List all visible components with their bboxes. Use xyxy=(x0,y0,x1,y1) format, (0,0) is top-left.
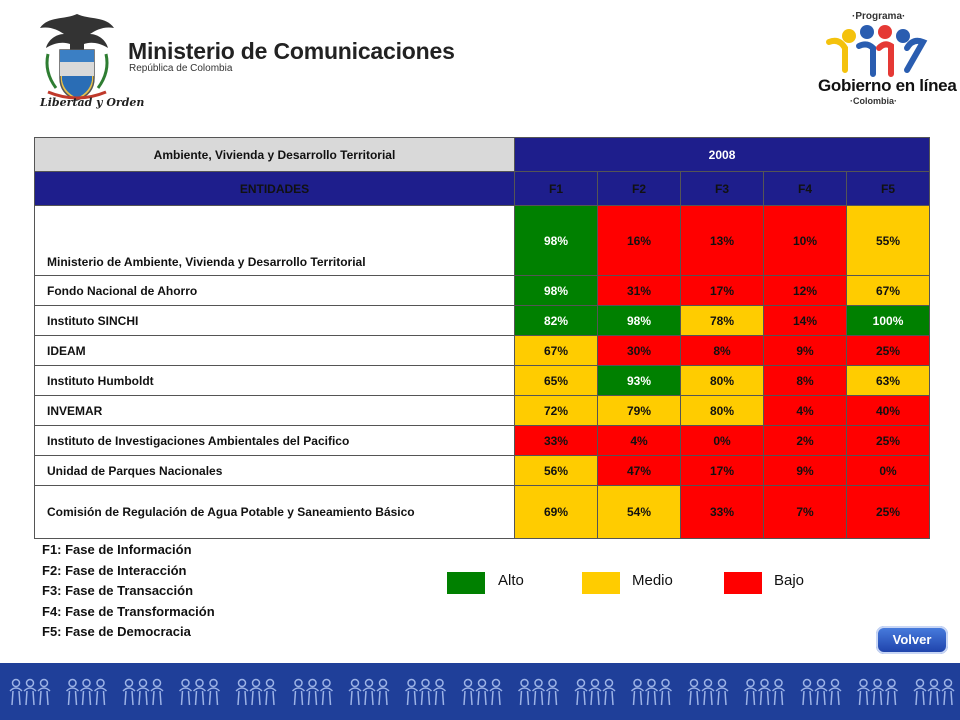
table-row: Comisión de Regulación de Agua Potable y… xyxy=(34,485,931,539)
phase-value-cell: 98% xyxy=(514,275,598,306)
phase-value-cell: 14% xyxy=(763,305,847,336)
coat-of-arms-icon xyxy=(40,14,114,101)
gel-name: Gobierno en línea xyxy=(818,76,957,95)
footer-band xyxy=(0,663,960,720)
phase-value-cell: 79% xyxy=(597,395,681,426)
column-header: F3 xyxy=(680,171,764,206)
phase-value-cell: 100% xyxy=(845,305,931,336)
entity-name: Instituto SINCHI xyxy=(34,305,515,336)
entity-name: Instituto de Investigaciones Ambientales… xyxy=(34,425,515,456)
entity-name: Unidad de Parques Nacionales xyxy=(34,455,515,486)
phase-value-cell: 98% xyxy=(597,305,681,336)
phase-value-cell: 78% xyxy=(680,305,764,336)
phase-value-cell: 33% xyxy=(680,485,764,539)
legend-label-bajo: Bajo xyxy=(774,572,805,589)
phase-value-cell: 55% xyxy=(845,205,931,276)
phase-value-cell: 0% xyxy=(845,455,931,486)
entity-name: IDEAM xyxy=(34,335,515,366)
table-row: Instituto de Investigaciones Ambientales… xyxy=(34,425,931,456)
note-item: F5: Fase de Democracia xyxy=(42,624,191,639)
phase-value-cell: 0% xyxy=(680,425,764,456)
people-pattern-icon xyxy=(9,678,955,706)
legend-swatch-alto xyxy=(447,572,485,594)
phase-value-cell: 13% xyxy=(680,205,764,276)
phase-value-cell: 4% xyxy=(597,425,681,456)
note-item: F4: Fase de Transformación xyxy=(42,603,215,619)
entity-name: INVEMAR xyxy=(34,395,515,426)
column-header: F1 xyxy=(514,171,598,206)
phase-value-cell: 72% xyxy=(514,395,598,426)
phase-value-cell: 63% xyxy=(845,365,931,396)
phase-value-cell: 67% xyxy=(845,275,931,306)
table-row: Fondo Nacional de Ahorro 98% 31% 17% 12% 67% xyxy=(34,275,931,306)
phase-value-cell: 17% xyxy=(680,275,764,306)
phase-value-cell: 40% xyxy=(845,395,931,426)
phase-notes: F1: Fase de Información F2: Fase de Inte… xyxy=(42,540,215,643)
phase-value-cell: 17% xyxy=(680,455,764,486)
phase-value-cell: 9% xyxy=(763,455,847,486)
entity-name: Instituto Humboldt xyxy=(34,365,515,396)
table-header-row: ENTIDADES F1 F2 F3 F4 F5 xyxy=(34,171,931,206)
phase-value-cell: 82% xyxy=(514,305,598,336)
phase-value-cell: 80% xyxy=(680,395,764,426)
year-header: 2008 xyxy=(513,137,931,172)
phase-value-cell: 25% xyxy=(845,485,931,539)
table-row: IDEAM 67% 30% 8% 9% 25% xyxy=(34,335,931,366)
legend-label-alto: Alto xyxy=(498,572,524,589)
phase-value-cell: 98% xyxy=(514,205,598,276)
phase-value-cell: 93% xyxy=(597,365,681,396)
motto: Libertad y Orden xyxy=(40,96,145,109)
column-header: ENTIDADES xyxy=(34,171,515,206)
entity-name: Comisión de Regulación de Agua Potable y… xyxy=(34,485,515,539)
legend-swatch-medio xyxy=(582,572,620,594)
legend-label-medio: Medio xyxy=(632,572,673,589)
gel-country: ·Colombia· xyxy=(850,96,897,106)
table-domain-row: Ambiente, Vivienda y Desarrollo Territor… xyxy=(34,137,931,172)
phase-value-cell: 9% xyxy=(763,335,847,366)
ministry-subtitle: República de Colombia xyxy=(129,63,233,74)
phase-value-cell: 54% xyxy=(597,485,681,539)
legend-swatch-bajo xyxy=(724,572,762,594)
phase-value-cell: 10% xyxy=(763,205,847,276)
phase-value-cell: 69% xyxy=(514,485,598,539)
table-row: Ministerio de Ambiente, Vivienda y Desar… xyxy=(34,205,931,276)
phase-value-cell: 8% xyxy=(763,365,847,396)
people-group-icon xyxy=(826,25,928,77)
phase-value-cell: 7% xyxy=(763,485,847,539)
column-header: F5 xyxy=(845,171,931,206)
gel-programa-label: ·Programa· xyxy=(852,11,906,22)
table-row: Instituto Humboldt 65% 93% 80% 8% 63% xyxy=(34,365,931,396)
phase-value-cell: 33% xyxy=(514,425,598,456)
note-item: F2: Fase de Interacción xyxy=(42,562,187,578)
phase-value-cell: 25% xyxy=(845,335,931,366)
entity-name: Ministerio de Ambiente, Vivienda y Desar… xyxy=(34,205,515,276)
table-row: Unidad de Parques Nacionales 56% 47% 17% 9% 0… xyxy=(34,455,931,486)
volver-button[interactable]: Volver xyxy=(876,626,948,654)
phase-value-cell: 31% xyxy=(597,275,681,306)
column-header: F2 xyxy=(597,171,681,206)
note-item: F1: Fase de Información xyxy=(42,542,192,557)
phase-value-cell: 30% xyxy=(597,335,681,366)
table-row: INVEMAR 72% 79% 80% 4% 40% xyxy=(34,395,931,426)
note-item: F3: Fase de Transacción xyxy=(42,583,194,598)
phase-value-cell: 67% xyxy=(514,335,598,366)
phase-value-cell: 4% xyxy=(763,395,847,426)
phase-value-cell: 8% xyxy=(680,335,764,366)
phase-value-cell: 47% xyxy=(597,455,681,486)
table-row: Instituto SINCHI 82% 98% 78% 14% 100% xyxy=(34,305,931,336)
phase-value-cell: 16% xyxy=(597,205,681,276)
phase-value-cell: 12% xyxy=(763,275,847,306)
phase-value-cell: 56% xyxy=(514,455,598,486)
ministry-title: Ministerio de Comunicaciones xyxy=(128,38,455,64)
column-header: F4 xyxy=(763,171,847,206)
domain-title: Ambiente, Vivienda y Desarrollo Territor… xyxy=(34,137,515,172)
results-table: Ambiente, Vivienda y Desarrollo Territor… xyxy=(34,137,931,539)
phase-value-cell: 25% xyxy=(845,425,931,456)
phase-value-cell: 2% xyxy=(763,425,847,456)
entity-name: Fondo Nacional de Ahorro xyxy=(34,275,515,306)
phase-value-cell: 65% xyxy=(514,365,598,396)
phase-value-cell: 80% xyxy=(680,365,764,396)
